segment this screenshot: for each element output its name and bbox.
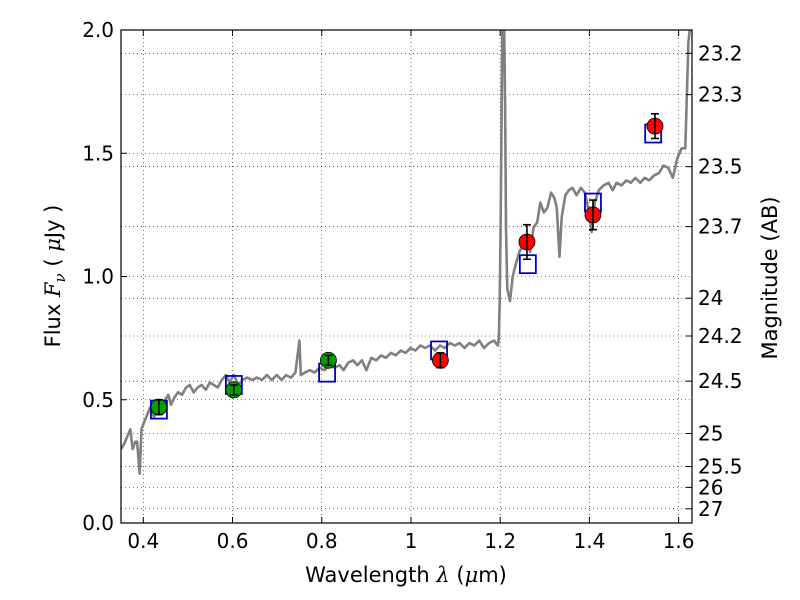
x-tick-label: 1.6 (663, 529, 695, 553)
x-tick-label: 1.2 (484, 529, 516, 553)
x-tick-label: 0.4 (127, 529, 159, 553)
y-tick-label: 1.0 (82, 265, 114, 289)
y-axis-unit-open: ( (41, 252, 65, 267)
y2-tick-label: 23.2 (698, 41, 743, 65)
y2-tick-label: 23.5 (698, 155, 743, 179)
y2-tick-label: 26 (698, 475, 723, 499)
y2-tick-label: 24.2 (698, 324, 743, 348)
y-axis-unit-close: Jy ) (41, 205, 65, 241)
y-axis-unit-mu: μ (41, 238, 65, 252)
y-tick-label: 2.0 (82, 18, 114, 42)
x-axis-unit-mu: μ (465, 563, 479, 587)
y2-axis-label: Magnitude (AB) (758, 196, 782, 359)
plot-frame (120, 29, 693, 524)
y2-tick-label: 24.5 (698, 369, 743, 393)
x-tick-label: 0.8 (306, 529, 338, 553)
plot-area (121, 30, 692, 475)
x-axis-unit-open: ( (450, 563, 465, 587)
grid-lines (121, 30, 692, 523)
y2-tick-label: 25 (698, 422, 723, 446)
y-axis-label: Flux Fν ( μJy ) (41, 205, 69, 348)
y2-tick-label: 27 (698, 497, 723, 521)
x-tick-label: 0.6 (217, 529, 249, 553)
model-photometry-square (518, 254, 537, 275)
y2-tick-label: 25.5 (698, 455, 743, 479)
x-axis-label: Wavelength λ (μm) (305, 563, 507, 587)
x-axis-unit-close: m) (478, 563, 507, 587)
spectrum-line (121, 30, 692, 475)
y-axis-label-subscript: ν (51, 273, 69, 282)
axis-ticks: 0.4 0.6 0.8 1 1.2 1.4 1.6 0.0 0.5 1.0 1.5 2.0 23.2 23… (82, 18, 742, 553)
x-tick-label: 1 (405, 529, 418, 553)
x-axis-label-text: Wavelength (305, 563, 430, 587)
y-tick-label: 0.0 (82, 511, 114, 535)
y2-tick-label: 23.3 (698, 83, 743, 107)
y2-tick-label: 23.7 (698, 215, 743, 239)
y2-tick-label: 24 (698, 286, 723, 310)
x-tick-label: 1.4 (573, 529, 605, 553)
y-axis-label-symbol: F (41, 281, 65, 298)
y-axis-label-text: Flux (41, 304, 65, 348)
x-axis-label-symbol: λ (435, 563, 449, 587)
y-tick-label: 0.5 (82, 388, 114, 412)
y-tick-label: 1.5 (82, 141, 114, 165)
